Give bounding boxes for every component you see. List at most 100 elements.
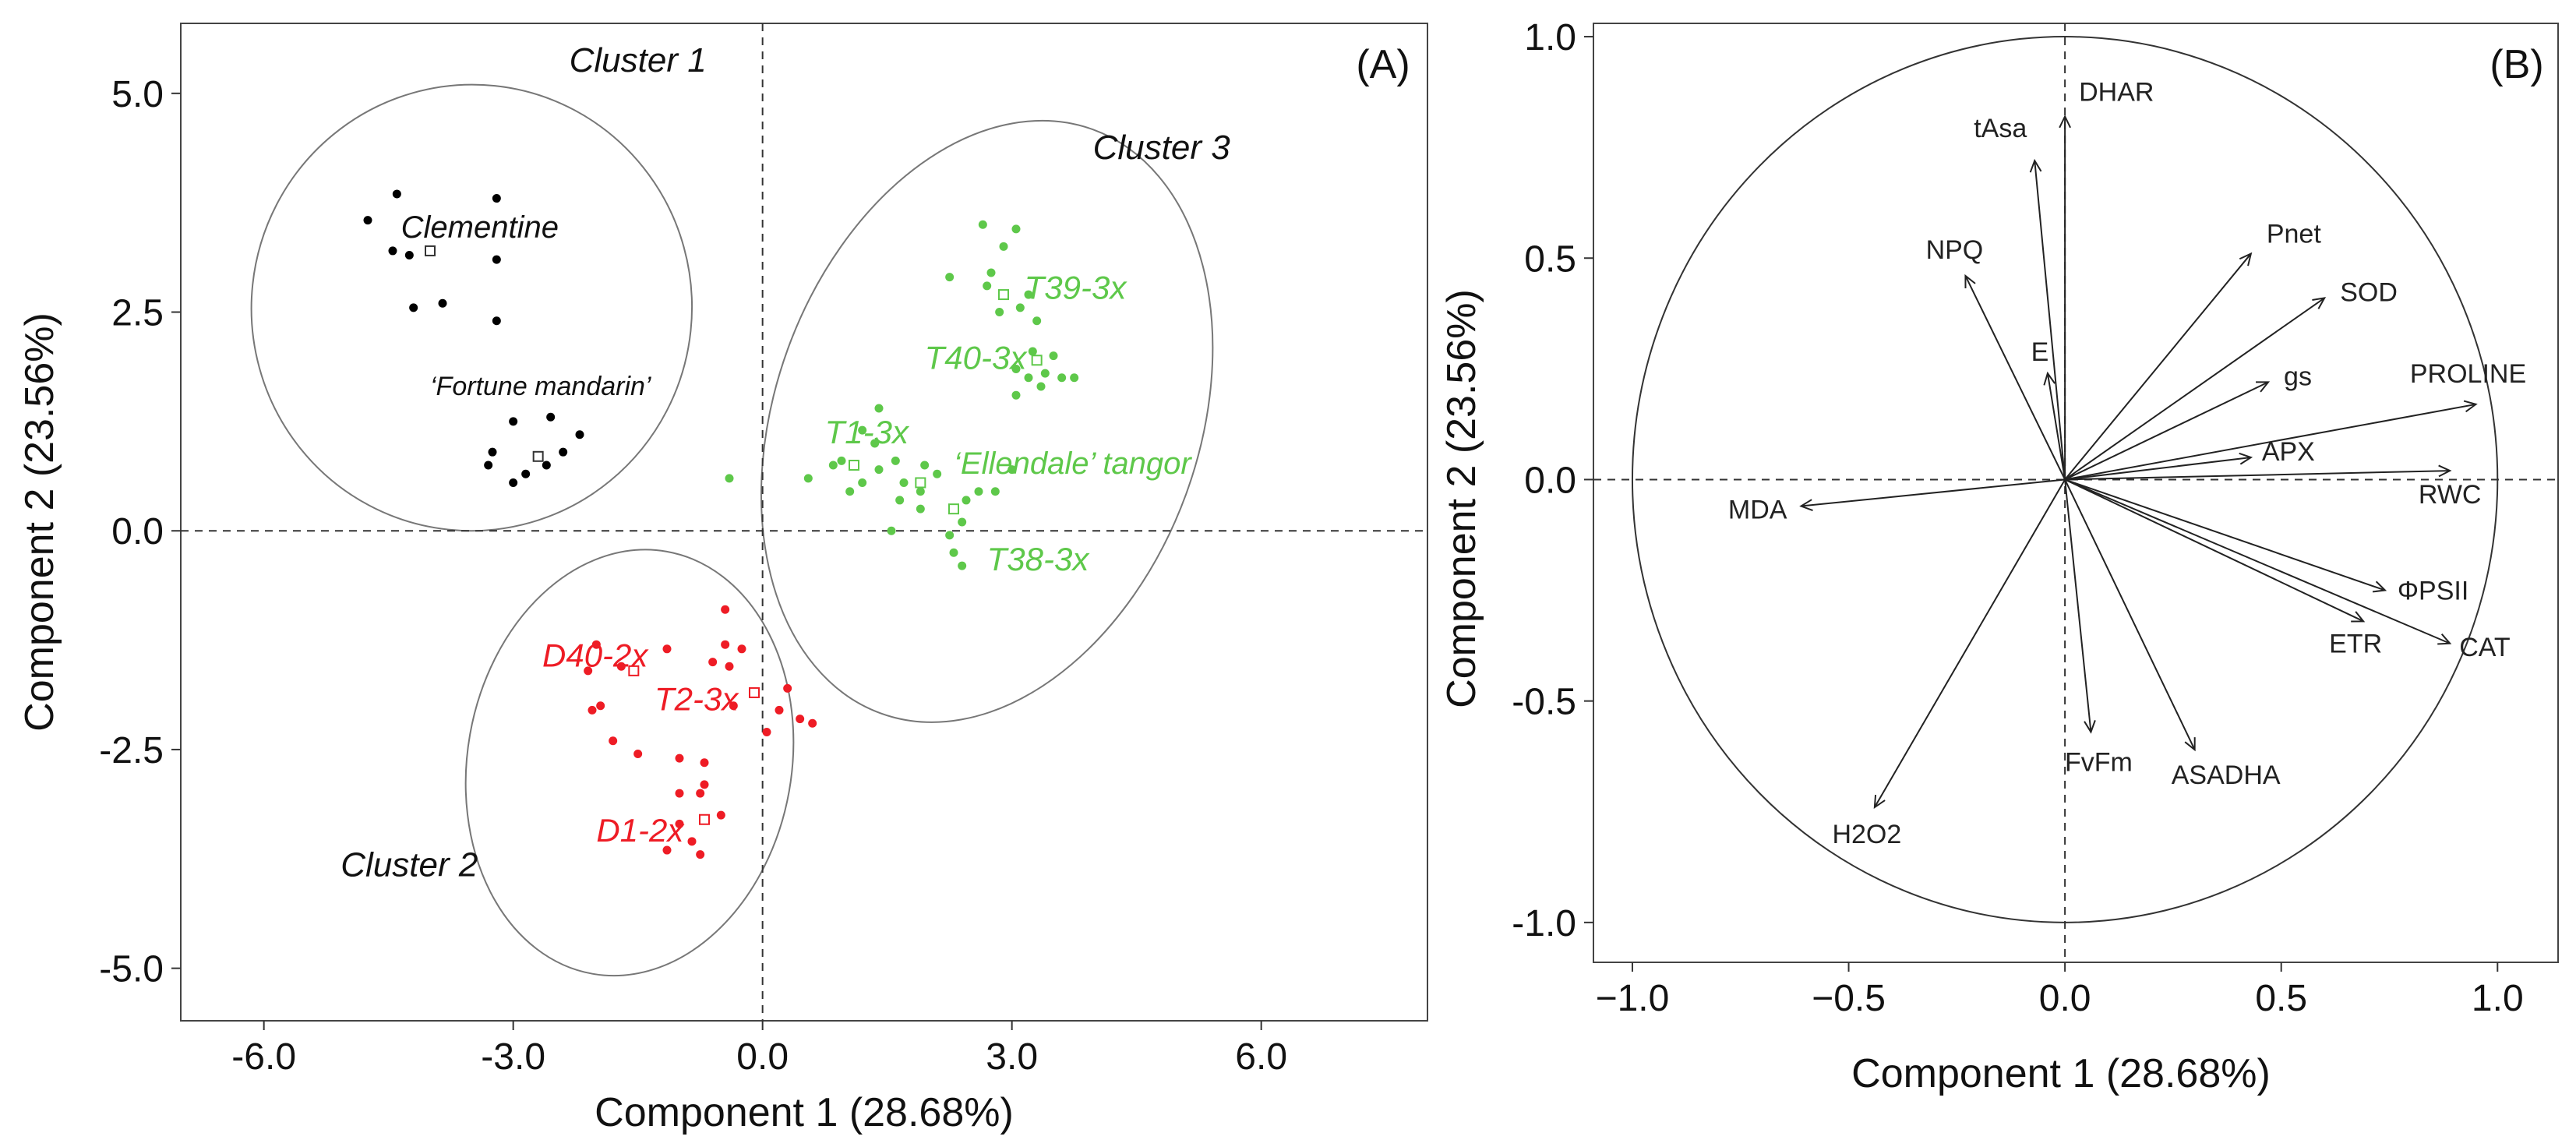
d1-2x-label: D1-2x — [596, 812, 685, 849]
point-ellendale-tangor — [895, 496, 905, 505]
d40-2x-label: D40-2x — [542, 637, 649, 673]
vector-psii-label: ΦPSII — [2398, 577, 2468, 606]
vector-tasa-line — [2034, 161, 2066, 480]
point-t2-3x — [729, 701, 738, 711]
point-ellendale-tangor — [990, 487, 1000, 496]
point-d1-2x — [675, 819, 684, 828]
point-clementine — [492, 316, 501, 326]
point-fortune-mandarin — [509, 478, 518, 487]
vector-fvfm-line — [2064, 479, 2092, 732]
vector-sod-line — [2064, 297, 2325, 481]
point-clementine — [388, 246, 397, 256]
t40-3x-label: T40-3x — [925, 340, 1029, 376]
centroid-clementine — [425, 245, 436, 256]
panel-a-points — [363, 189, 1079, 859]
point-fortune-mandarin — [484, 461, 493, 470]
vector-e-line — [2046, 372, 2066, 480]
panel-a-y-tick-label: 0.0 — [111, 511, 164, 552]
vector-e-label: E — [2031, 337, 2049, 367]
point-t2-3x — [708, 658, 718, 667]
vector-sod-label: SOD — [2340, 277, 2398, 307]
vector-apx-arrowhead — [2239, 452, 2253, 465]
point-t40-3x — [1057, 373, 1067, 383]
panel-a-x-tick-label: -3.0 — [481, 1036, 545, 1078]
point-t40-3x — [1049, 351, 1058, 361]
point-fortune-mandarin — [521, 469, 531, 478]
panel-a-y-tick-label: 2.5 — [111, 293, 164, 334]
vector-proline-label: PROLINE — [2410, 359, 2526, 389]
vector-sod-arrowhead — [2312, 297, 2327, 309]
point-d1-2x — [675, 789, 684, 798]
vector-tasa-label: tAsa — [1974, 114, 2027, 143]
vector-proline-line — [2064, 403, 2476, 481]
panel-a-x-axis-title: Component 1 (28.68%) — [595, 1090, 1014, 1135]
cluster-1-label: Cluster 1 — [570, 41, 707, 79]
vector-mda-label: MDA — [1728, 496, 1787, 525]
point-t39-3x — [995, 308, 1004, 317]
cluster-2-ellipse — [464, 549, 795, 977]
vector-fvfm-arrowhead — [2084, 720, 2096, 734]
point-clementine — [409, 303, 418, 312]
point-t2-3x — [721, 605, 730, 614]
point-t1-3x — [1007, 465, 1017, 475]
point-d40-2x — [596, 701, 605, 711]
panel-b-axis-ticks: −1.0 −0.5 0.0 0.5 1.0 1.0 0.5 0.0 -0.5 -1.0 — [1512, 17, 2523, 1019]
vector-asadha-line — [2064, 479, 2196, 750]
vector-rwc-arrowhead — [2438, 464, 2452, 478]
panel-b-y-tick-label: 0.0 — [1524, 460, 1576, 501]
panel-b-x-tick-label: −1.0 — [1596, 978, 1670, 1019]
point-t39-3x — [986, 268, 996, 277]
vector-rwc-line — [2065, 470, 2451, 481]
panel-b-y-axis-title: Component 2 (23.56%) — [1439, 289, 1484, 708]
panel-b-loading-vectors: DHAR tAsa NPQ E Pnet SOD gs PROLINE APX RWC MDA ΦPS… — [1728, 77, 2526, 849]
cluster-3-ellipse — [760, 119, 1214, 723]
point-t40-3x — [1024, 373, 1033, 383]
panel-a-reference-lines — [181, 23, 1427, 1021]
t2-3x-label: T2-3x — [655, 680, 739, 717]
point-t38-3x — [945, 531, 955, 540]
panel-b-x-tick-label: 0.0 — [2039, 978, 2091, 1019]
cluster-3-label: Cluster 3 — [1093, 129, 1231, 167]
vector-npq-arrowhead — [1964, 274, 1976, 288]
vector-proline-arrowhead — [2463, 400, 2478, 413]
point-ellendale-tangor — [916, 487, 925, 496]
vector-h2o2-arrowhead — [1873, 795, 1886, 810]
point-d40-2x — [591, 640, 601, 649]
panel-b-y-tick-label: 1.0 — [1524, 17, 1576, 58]
t1-3x-label: T1-3x — [825, 414, 910, 450]
point-t2-3x — [725, 662, 734, 671]
point-d1-2x — [696, 789, 705, 798]
point-d40-2x — [609, 736, 618, 746]
vector-asadha-label: ASADHA — [2172, 761, 2281, 790]
point-t1-3x — [933, 469, 942, 478]
panel-a-plot-frame — [180, 23, 1428, 1022]
clementine-label: Clementine — [401, 210, 559, 245]
fortune-mandarin-label: ‘Fortune mandarin’ — [430, 372, 651, 401]
vector-gs-arrowhead — [2256, 381, 2271, 393]
panel-a-axis-ticks: -6.0 -3.0 0.0 3.0 6.0 5.0 2.5 0.0 -2.5 -5.0 — [99, 74, 1287, 1078]
point-clementine — [438, 298, 447, 308]
centroid-d40-2x — [628, 665, 640, 676]
point-t39-3x — [999, 242, 1008, 251]
point-t1-3x — [725, 474, 734, 483]
point-d40-2x — [633, 750, 643, 759]
point-t40-3x — [1011, 365, 1021, 374]
panel-b-x-tick-label: 1.0 — [2472, 978, 2524, 1019]
vector-pnet-label: Pnet — [2267, 220, 2321, 249]
panel-b-tag: (B) — [2490, 42, 2543, 87]
centroid-t40-3x — [1031, 355, 1043, 366]
point-d1-2x — [700, 758, 709, 768]
panel-a-x-tick-label: -6.0 — [231, 1036, 296, 1078]
point-t1-3x — [870, 439, 880, 448]
point-t40-3x — [1036, 382, 1046, 391]
panel-b-x-tick-label: 0.5 — [2255, 978, 2307, 1019]
point-t1-3x — [858, 425, 867, 435]
point-t2-3x — [796, 715, 805, 724]
point-t39-3x — [978, 220, 987, 229]
point-t40-3x — [1070, 373, 1079, 383]
point-t1-3x — [837, 456, 846, 465]
vector-rwc-label: RWC — [2419, 480, 2482, 510]
point-t40-3x — [1028, 347, 1037, 356]
point-ellendale-tangor — [887, 526, 896, 535]
vector-fvfm-label: FvFm — [2065, 747, 2133, 777]
